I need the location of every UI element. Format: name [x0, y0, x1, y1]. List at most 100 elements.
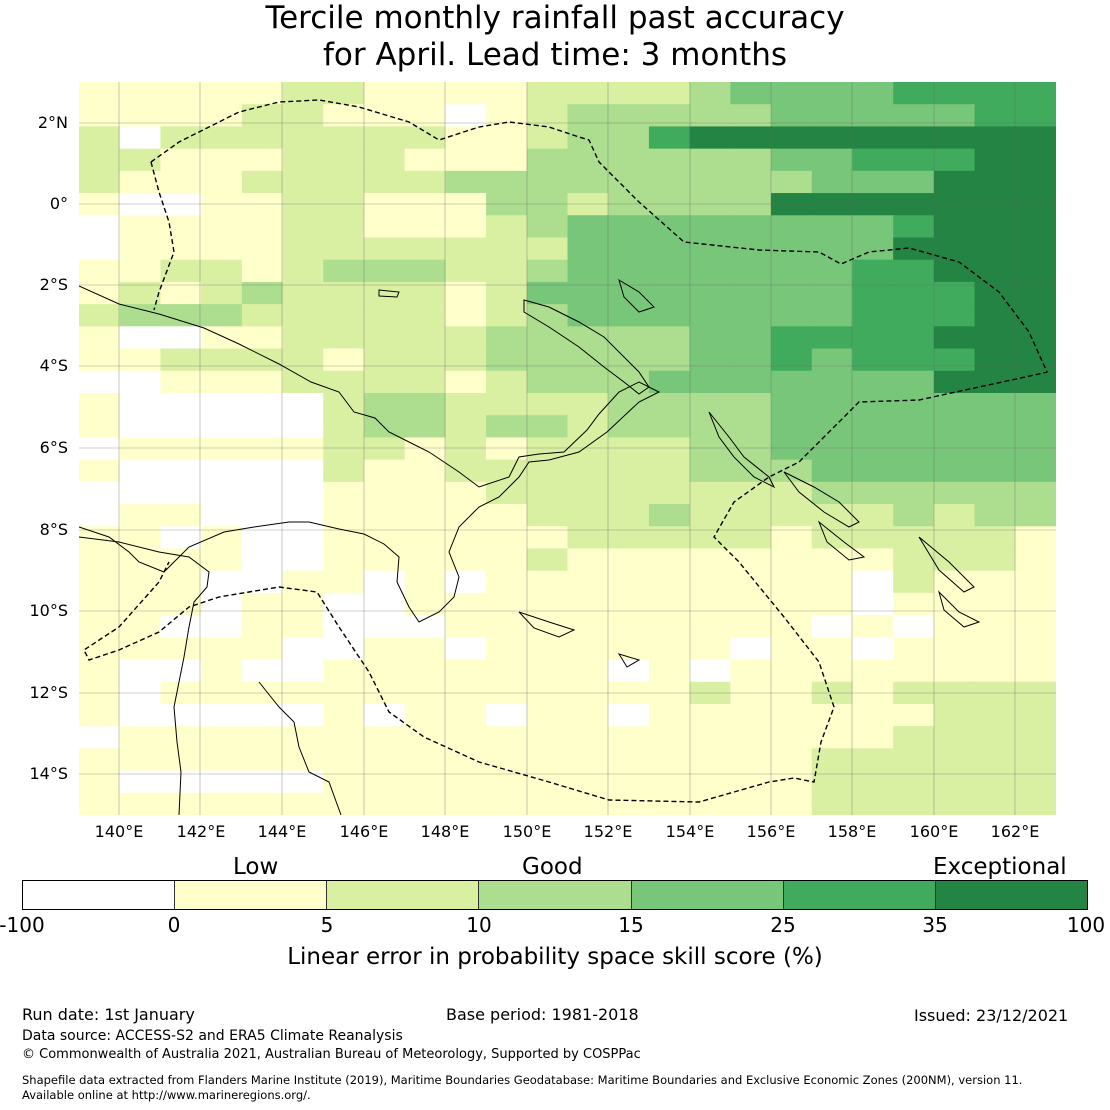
grid-cell: [689, 170, 731, 194]
grid-cell: [893, 792, 935, 815]
grid-cell: [852, 615, 894, 638]
grid-cell: [201, 770, 243, 794]
grid-cell: [933, 726, 976, 749]
grid-cell: [79, 104, 121, 128]
grid-cell: [852, 637, 894, 661]
grid-cell: [1015, 415, 1056, 438]
grid-cell: [486, 770, 528, 794]
grid-cell: [363, 637, 406, 661]
grid-cell: [160, 104, 202, 128]
grid-cell: [282, 726, 324, 749]
grid-cell: [974, 726, 1016, 749]
grid-cell: [893, 526, 935, 550]
grid-cell: [730, 504, 772, 527]
grid-cell: [363, 481, 406, 505]
grid-cell: [323, 126, 365, 150]
grid-cell: [486, 504, 528, 527]
grid-cell: [689, 481, 731, 505]
grid-cell: [79, 370, 121, 394]
grid-cell: [526, 548, 569, 572]
grid-cell: [79, 703, 121, 727]
grid-cell: [771, 215, 813, 239]
grid-cell: [119, 481, 162, 505]
grid-cell: [363, 259, 406, 283]
grid-cell: [445, 548, 487, 572]
grid-cell: [648, 570, 691, 594]
grid-cell: [730, 259, 772, 283]
grid-cell: [404, 237, 446, 261]
grid-cell: [771, 170, 813, 194]
grid-cell: [363, 792, 406, 815]
grid-cell: [445, 504, 487, 527]
grid-cell: [689, 748, 731, 772]
grid-cell: [79, 148, 121, 172]
grid-cell: [730, 170, 772, 194]
grid-cell: [323, 392, 365, 416]
grid-cell: [689, 348, 731, 372]
grid-cell: [526, 792, 569, 815]
grid-cell: [933, 148, 976, 172]
grid-cell: [404, 770, 446, 794]
grid-cell: [608, 726, 650, 749]
grid-cell: [241, 193, 284, 216]
grid-cell: [852, 193, 894, 216]
grid-cell: [119, 126, 162, 150]
grid-cell: [241, 637, 284, 661]
grid-cell: [119, 392, 162, 416]
grid-cell: [445, 348, 487, 372]
grid-cell: [974, 259, 1016, 283]
grid-cell: [811, 348, 854, 372]
grid-cell: [893, 437, 935, 461]
grid-cell: [567, 570, 609, 594]
grid-cell: [648, 370, 691, 394]
grid-cell: [974, 637, 1016, 661]
grid-cell: [79, 592, 121, 616]
colorbar-tick: 0: [167, 913, 181, 937]
grid-cell: [526, 215, 569, 239]
grid-cell: [445, 237, 487, 261]
grid-cell: [567, 659, 609, 683]
grid-cell: [608, 326, 650, 350]
grid-cell: [648, 526, 691, 550]
grid-cell: [852, 281, 894, 305]
grid-cell: [160, 504, 202, 527]
grid-cell: [608, 126, 650, 150]
grid-cell: [445, 415, 487, 438]
grid-cell: [567, 415, 609, 438]
grid-cell: [79, 215, 121, 239]
grid-cell: [811, 304, 854, 327]
grid-cell: [241, 703, 284, 727]
grid-cell: [363, 748, 406, 772]
grid-cell: [689, 770, 731, 794]
issued-date: Issued: 23/12/2021: [914, 1006, 1069, 1025]
grid-cell: [404, 437, 446, 461]
grid-cell: [79, 170, 121, 194]
grid-cell: [404, 703, 446, 727]
grid-cell: [567, 770, 609, 794]
grid-cell: [445, 370, 487, 394]
grid-cell: [282, 526, 324, 550]
grid-cell: [771, 148, 813, 172]
grid-cell: [160, 570, 202, 594]
grid-cell: [933, 548, 976, 572]
grid-cell: [119, 104, 162, 128]
grid-cell: [974, 370, 1016, 394]
grid-cell: [771, 792, 813, 815]
grid-cell: [160, 259, 202, 283]
grid-cell: [608, 659, 650, 683]
grid-cell: [567, 703, 609, 727]
grid-cell: [241, 526, 284, 550]
grid-cell: [1015, 592, 1056, 616]
grid-cell: [648, 281, 691, 305]
grid-cell: [526, 481, 569, 505]
grid-cell: [893, 592, 935, 616]
bougainville-coastline: [708, 411, 776, 489]
grid-cell: [526, 148, 569, 172]
grid-cell: [119, 726, 162, 749]
grid-cell: [933, 637, 976, 661]
grid-cell: [201, 637, 243, 661]
lon-label-144e: 144°E: [257, 822, 307, 841]
grid-cell: [1015, 126, 1056, 150]
grid-cell: [771, 659, 813, 683]
lon-label-142e: 142°E: [176, 822, 226, 841]
